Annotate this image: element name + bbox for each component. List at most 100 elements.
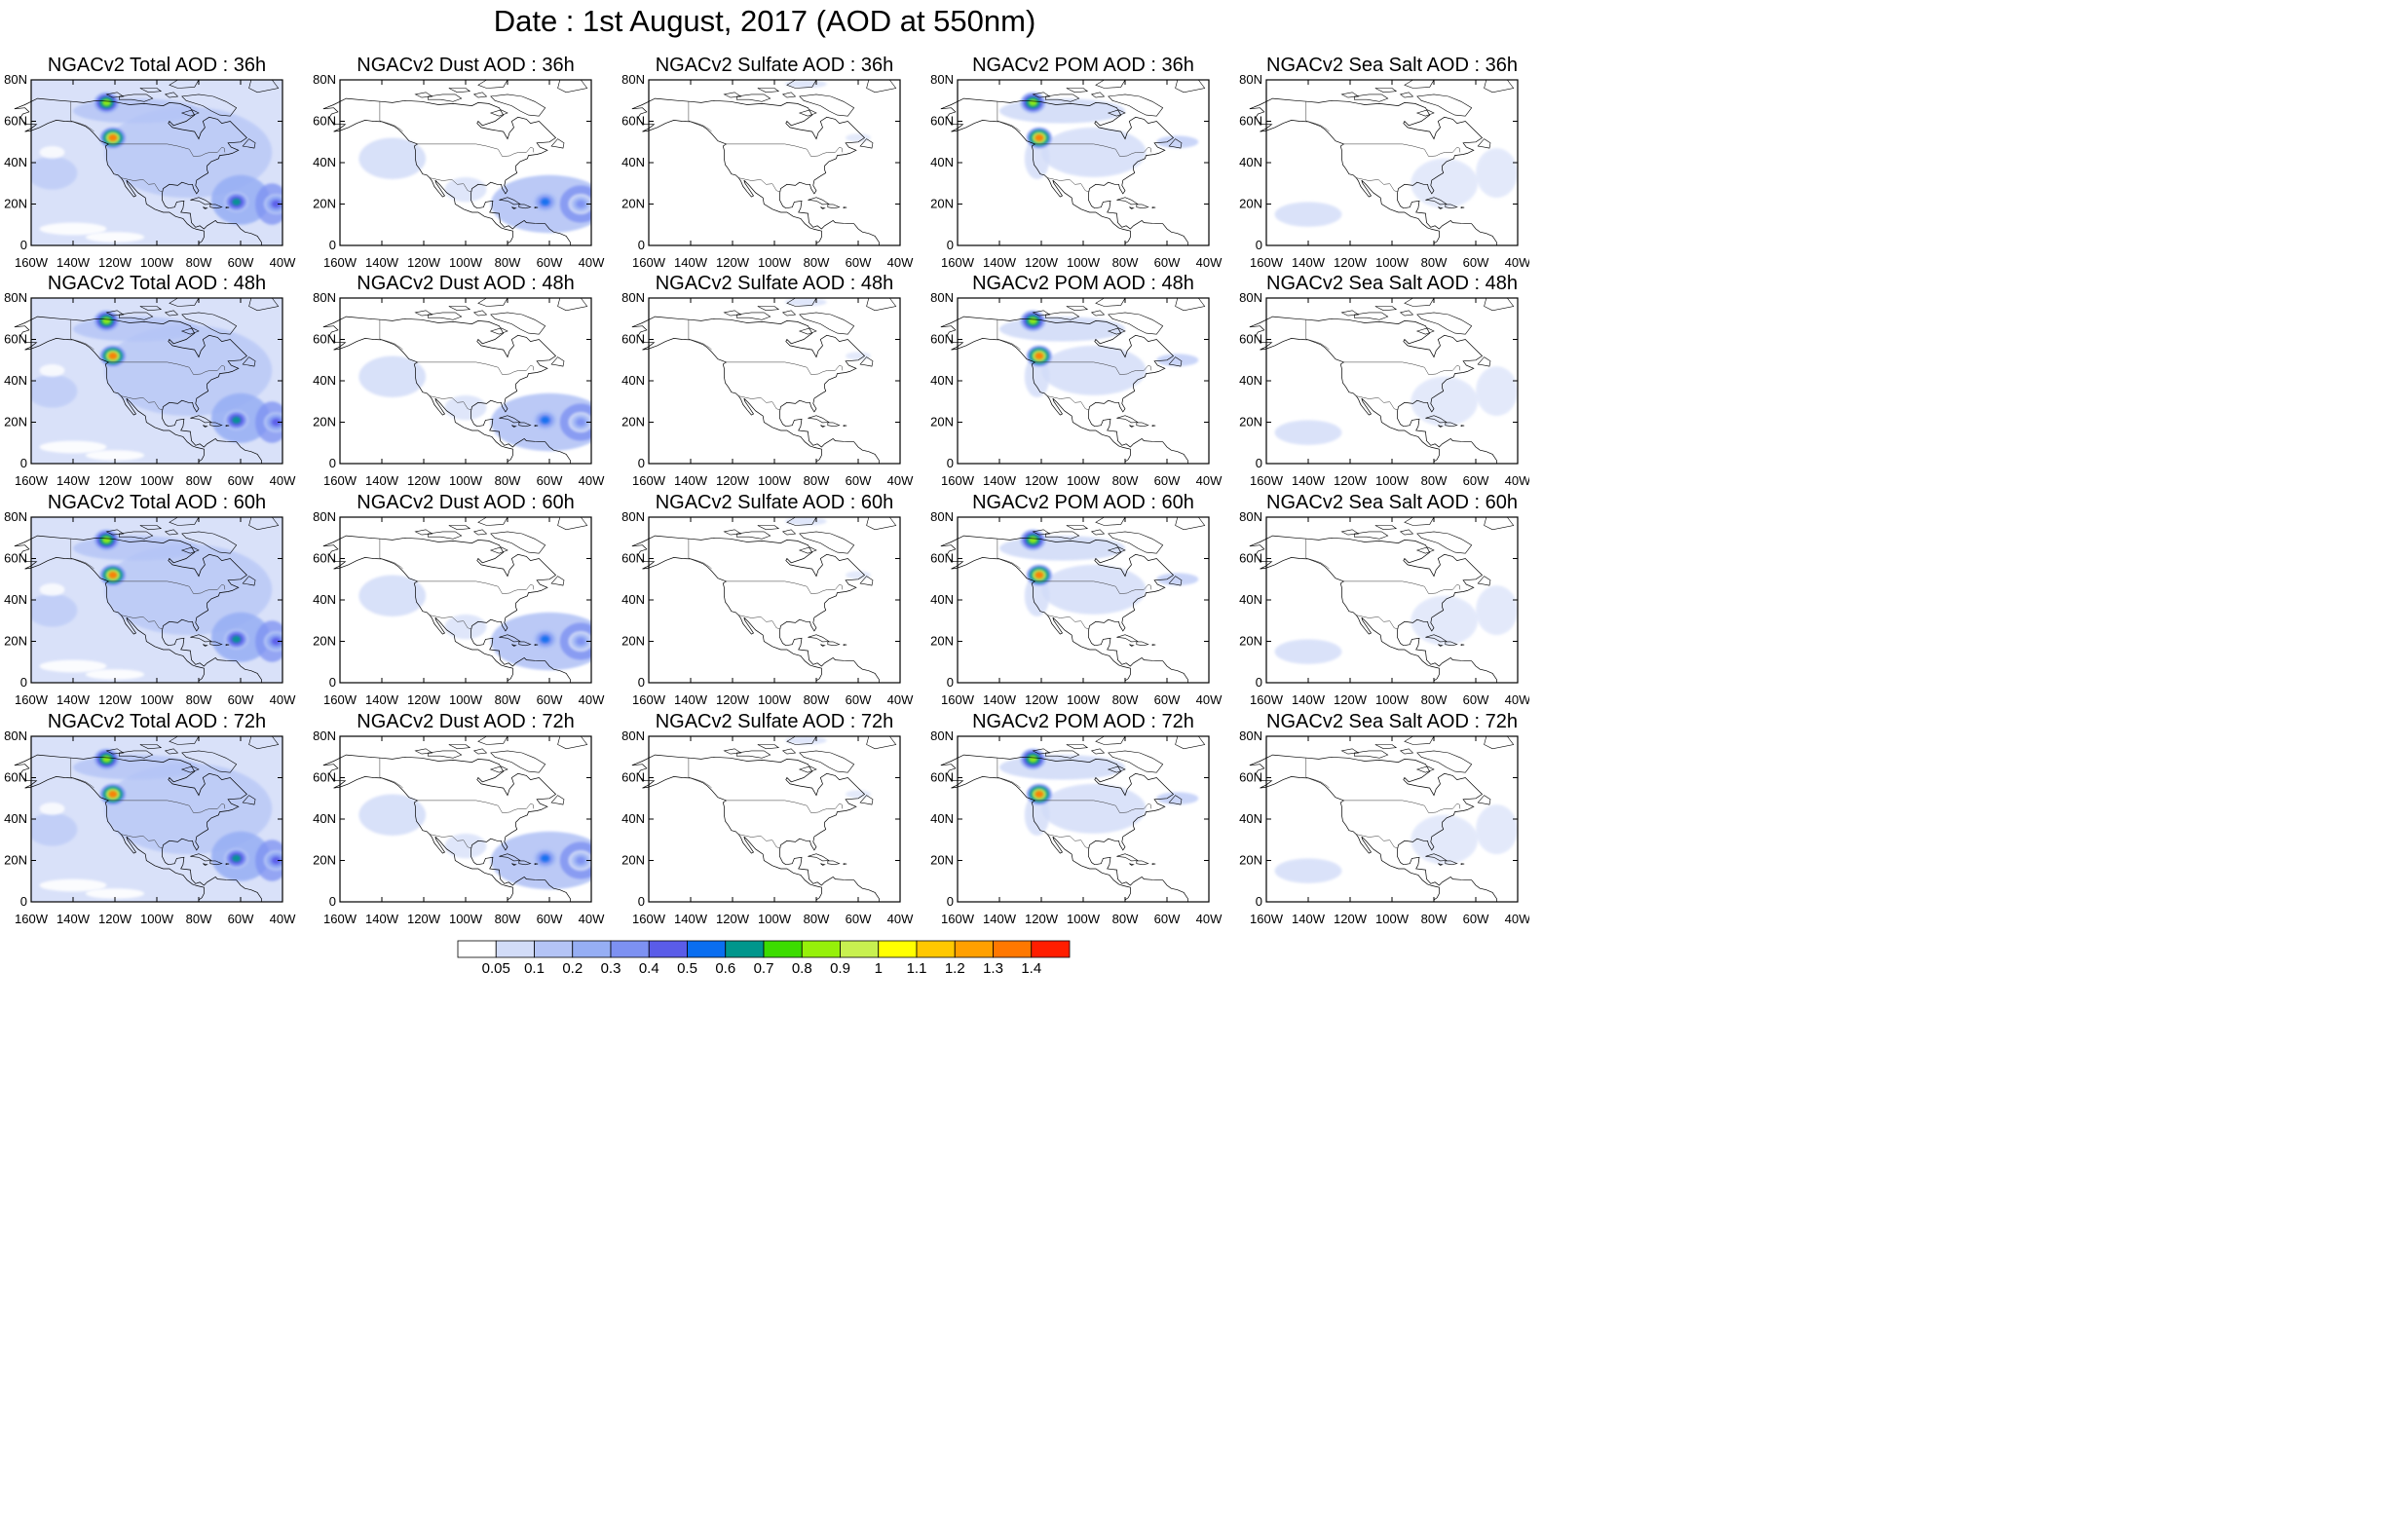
panel-title: NGACv2 Sea Salt AOD : 60h	[1266, 492, 1518, 513]
country-border	[430, 395, 472, 411]
x-tick-label: 100W	[140, 255, 174, 270]
x-tick-label: 120W	[1334, 912, 1368, 926]
island-outline	[490, 93, 546, 117]
x-tick-label: 40W	[1196, 473, 1223, 488]
island-outline	[180, 327, 200, 335]
y-tick-label: 60N	[930, 114, 954, 129]
panel-title: NGACv2 Sea Salt AOD : 36h	[1266, 55, 1518, 76]
island-outline	[1438, 644, 1444, 647]
island-outline	[799, 93, 855, 117]
island-outline	[798, 766, 817, 773]
island-outline	[1045, 750, 1080, 759]
island-outline	[1032, 92, 1051, 98]
coastline	[631, 316, 880, 464]
country-border	[379, 319, 403, 351]
island-outline	[1151, 425, 1156, 428]
island-outline	[1399, 310, 1414, 317]
island-outline	[472, 529, 488, 536]
island-outline	[119, 750, 154, 759]
island-outline	[1066, 525, 1089, 531]
y-tick-label: 40N	[1239, 811, 1262, 826]
y-tick-label: 0	[20, 675, 27, 690]
island-outline	[781, 92, 797, 98]
x-tick-label: 80W	[495, 912, 521, 926]
x-tick-label: 100W	[1375, 692, 1410, 707]
y-tick-label: 0	[947, 894, 954, 909]
country-border	[1356, 395, 1399, 411]
island-outline	[242, 356, 256, 367]
island-outline	[1129, 863, 1135, 866]
island-outline	[242, 576, 256, 586]
island-outline	[428, 93, 463, 102]
x-tick-label: 60W	[846, 255, 872, 270]
x-tick-label: 80W	[804, 912, 830, 926]
y-tick-label: 40N	[313, 155, 336, 169]
x-tick-label: 60W	[1154, 255, 1181, 270]
x-tick-label: 40W	[887, 473, 914, 488]
y-tick-label: 0	[20, 456, 27, 470]
island-outline	[1175, 735, 1206, 750]
island-outline	[190, 197, 212, 205]
x-tick-label: 40W	[579, 255, 605, 270]
x-tick-label: 60W	[228, 912, 254, 926]
y-tick-label: 60N	[1239, 770, 1262, 785]
island-outline	[1460, 644, 1465, 647]
x-tick-label: 100W	[449, 692, 483, 707]
island-outline	[105, 310, 125, 317]
x-tick-label: 80W	[1421, 912, 1448, 926]
y-tick-label: 60N	[1239, 114, 1262, 129]
map-panel: NGACv2 Total AOD : 48h 160W 140W 120W 100W 80…	[4, 273, 296, 488]
y-tick-label: 40N	[621, 373, 645, 388]
x-tick-label: 160W	[323, 473, 357, 488]
island-outline	[225, 863, 230, 866]
island-outline	[490, 312, 546, 335]
x-tick-label: 140W	[365, 912, 399, 926]
x-tick-label: 140W	[674, 692, 708, 707]
island-outline	[843, 206, 847, 209]
island-outline	[798, 327, 817, 335]
island-outline	[119, 312, 154, 320]
panel-frame	[648, 735, 901, 903]
island-outline	[1460, 425, 1465, 428]
x-tick-label: 40W	[1196, 255, 1223, 270]
coastline	[940, 97, 1188, 245]
panel-title: NGACv2 Sea Salt AOD : 48h	[1266, 273, 1518, 294]
island-outline	[827, 204, 841, 209]
y-tick-label: 20N	[313, 634, 336, 649]
island-outline	[1374, 88, 1398, 93]
island-outline	[1107, 766, 1126, 773]
x-tick-label: 40W	[887, 912, 914, 926]
x-tick-label: 160W	[1250, 255, 1284, 270]
y-tick-label: 20N	[930, 197, 954, 211]
y-tick-label: 80N	[4, 72, 27, 87]
x-tick-label: 80W	[1112, 692, 1139, 707]
x-tick-label: 80W	[186, 692, 212, 707]
panel-title: NGACv2 Sulfate AOD : 72h	[656, 711, 894, 732]
y-tick-label: 20N	[313, 853, 336, 868]
island-outline	[1095, 297, 1126, 307]
y-tick-label: 60N	[930, 332, 954, 347]
island-outline	[799, 312, 855, 335]
island-outline	[799, 531, 855, 554]
island-outline	[477, 516, 508, 526]
island-outline	[1445, 641, 1458, 647]
y-tick-label: 20N	[930, 634, 954, 649]
island-outline	[1445, 204, 1458, 209]
island-outline	[557, 735, 588, 750]
map-panel: NGACv2 Total AOD : 72h 160W 140W 120W 100W 80…	[4, 711, 296, 926]
x-tick-label: 100W	[1375, 473, 1410, 488]
x-tick-label: 40W	[1505, 255, 1529, 270]
y-tick-label: 20N	[1239, 197, 1262, 211]
x-tick-label: 60W	[228, 473, 254, 488]
x-tick-label: 160W	[941, 473, 975, 488]
island-outline	[866, 516, 897, 531]
island-outline	[557, 79, 588, 93]
island-outline	[190, 853, 212, 862]
y-tick-label: 40N	[621, 811, 645, 826]
island-outline	[1404, 516, 1435, 526]
x-tick-label: 160W	[323, 912, 357, 926]
island-outline	[1032, 529, 1051, 536]
coastline	[1249, 316, 1497, 464]
country-border	[121, 615, 164, 630]
island-outline	[1168, 138, 1183, 149]
